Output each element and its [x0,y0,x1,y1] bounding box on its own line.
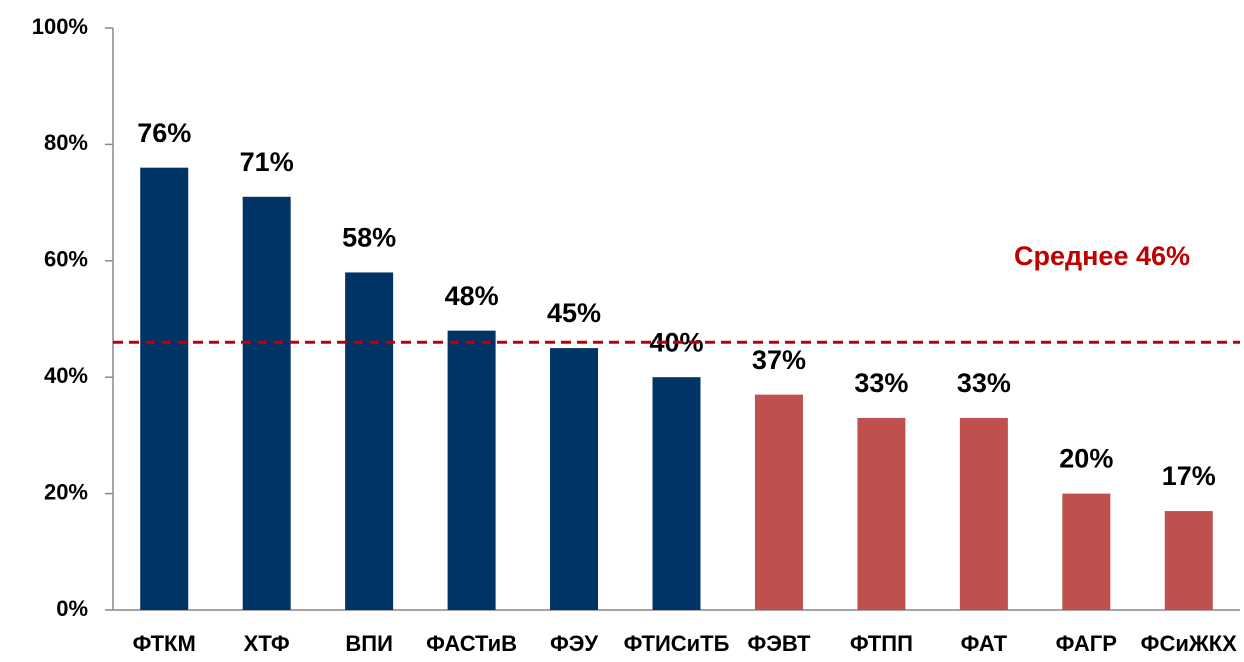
bar [754,394,803,610]
bar [140,167,189,610]
y-tick-label: 80% [44,130,88,155]
data-label: 71% [240,147,294,177]
y-tick-label: 40% [44,363,88,388]
data-label: 45% [547,298,601,328]
y-tick-label: 20% [44,479,88,504]
bar [1062,493,1111,610]
x-tick-label: ФЭУ [550,631,598,656]
y-tick-label: 100% [32,14,88,39]
x-tick-label: ФАГР [1056,631,1117,656]
bar [447,330,496,610]
x-tick-label: ФАСТиВ [426,631,517,656]
data-label: 58% [342,223,396,253]
bar [550,348,599,610]
data-label: 33% [957,368,1011,398]
x-tick-label: ФСиЖКХ [1141,631,1238,656]
bar [652,377,701,610]
x-tick-label: ВПИ [345,631,393,656]
data-label: 20% [1059,444,1113,474]
bar [345,272,394,610]
data-label: 33% [854,368,908,398]
x-tick-label: ФТПП [850,631,913,656]
x-tick-label: ФТИСиТБ [624,631,730,656]
bar [242,196,291,610]
bar [857,417,906,610]
x-tick-label: ФАТ [961,631,1008,656]
data-label: 37% [752,345,806,375]
data-label: 48% [445,281,499,311]
x-tick-label: ФЭВТ [747,631,810,656]
x-tick-label: ФТКМ [133,631,196,656]
x-tick-label: ХТФ [244,631,290,656]
bar [1164,511,1213,610]
y-tick-label: 60% [44,247,88,272]
data-label: 17% [1162,461,1216,491]
data-label: 76% [137,118,191,148]
bar [959,417,1008,610]
y-tick-label: 0% [56,596,88,621]
average-label: Среднее 46% [1014,241,1190,271]
